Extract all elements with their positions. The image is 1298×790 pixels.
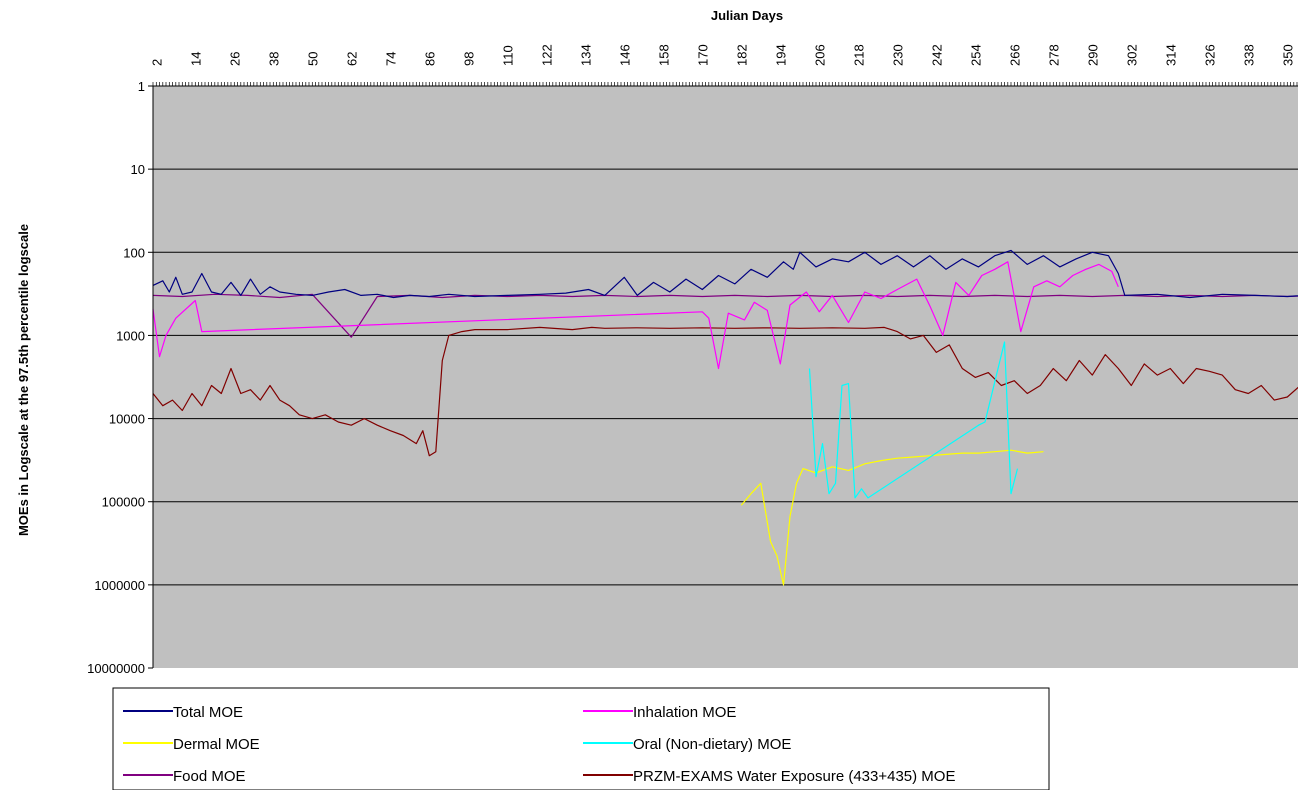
x-tick-label-350: 350 (1280, 44, 1295, 66)
x-tick-label-194: 194 (773, 44, 788, 66)
x-ticks: 2 14 26 38 50 62 74 86 98 110 122 134 146 158 170 182 19… (149, 44, 1298, 86)
x-tick-label-14: 14 (188, 52, 203, 66)
series-line-3 (808, 341, 1019, 499)
x-tick-label-254: 254 (968, 44, 983, 66)
legend-label-2: Dermal MOE (173, 736, 260, 753)
x-tick-label-134: 134 (578, 44, 593, 66)
y-tick-label-1: 1 (138, 79, 145, 94)
series-line-0 (152, 249, 1298, 299)
series-line-1 (152, 261, 1119, 370)
x-tick-label-230: 230 (890, 44, 905, 66)
y-tick-label-1000: 1000 (116, 328, 145, 343)
x-tick-label-62: 62 (344, 52, 359, 66)
legend-label-5: PRZM-EXAMS Water Exposure (433+435) MOE (633, 768, 955, 785)
series-line-4 (152, 293, 1298, 338)
x-axis-title: Julian Days (711, 8, 783, 23)
gridlines (153, 168, 1298, 586)
plot-area (153, 86, 1298, 668)
x-tick-label-122: 122 (539, 44, 554, 66)
y-axis-title: MOEs in Logscale at the 97.5th percentil… (16, 224, 31, 536)
x-tick-label-170: 170 (695, 44, 710, 66)
x-tick-label-218: 218 (851, 44, 866, 66)
legend-label-4: Food MOE (173, 768, 246, 785)
y-tick-label-100: 100 (123, 245, 145, 260)
x-tick-label-278: 278 (1046, 44, 1061, 66)
x-tick-label-74: 74 (383, 52, 398, 66)
x-tick-label-50: 50 (305, 52, 320, 66)
legend-box (112, 687, 1050, 790)
x-tick-label-206: 206 (812, 44, 827, 66)
x-minor-ticks (152, 82, 1298, 86)
y-tick-label-1000000: 1000000 (94, 578, 145, 593)
series-line-2 (740, 449, 1044, 586)
x-tick-label-314: 314 (1163, 44, 1178, 66)
x-tick-label-158: 158 (656, 44, 671, 66)
y-ticks: 1 10 100 1000 10000 100000 1000000 10000000 (87, 79, 153, 676)
x-tick-label-2: 2 (149, 59, 164, 66)
axes (152, 85, 1298, 668)
legend-label-1: Inhalation MOE (633, 704, 736, 721)
x-tick-label-302: 302 (1124, 44, 1139, 66)
series-line-5 (152, 326, 1298, 457)
x-tick-label-326: 326 (1202, 44, 1217, 66)
x-tick-label-290: 290 (1085, 44, 1100, 66)
x-tick-label-338: 338 (1241, 44, 1256, 66)
y-tick-label-100000: 100000 (102, 495, 145, 510)
legend: Total MOE Dermal MOE Food MOE Inhalation MO… (112, 687, 1050, 790)
x-tick-label-182: 182 (734, 44, 749, 66)
x-tick-label-242: 242 (929, 44, 944, 66)
x-tick-label-110: 110 (500, 45, 515, 66)
x-tick-label-266: 266 (1007, 44, 1022, 66)
x-tick-label-26: 26 (227, 52, 242, 66)
series-layer (152, 249, 1298, 586)
x-tick-label-38: 38 (266, 52, 281, 66)
y-tick-label-10000000: 10000000 (87, 661, 145, 676)
x-tick-label-86: 86 (422, 52, 437, 66)
legend-label-3: Oral (Non-dietary) MOE (633, 736, 791, 753)
x-tick-label-146: 146 (617, 44, 632, 66)
x-tick-label-98: 98 (461, 52, 476, 66)
legend-label-0: Total MOE (173, 704, 243, 721)
y-tick-label-10000: 10000 (109, 412, 145, 427)
y-tick-label-10: 10 (131, 162, 145, 177)
